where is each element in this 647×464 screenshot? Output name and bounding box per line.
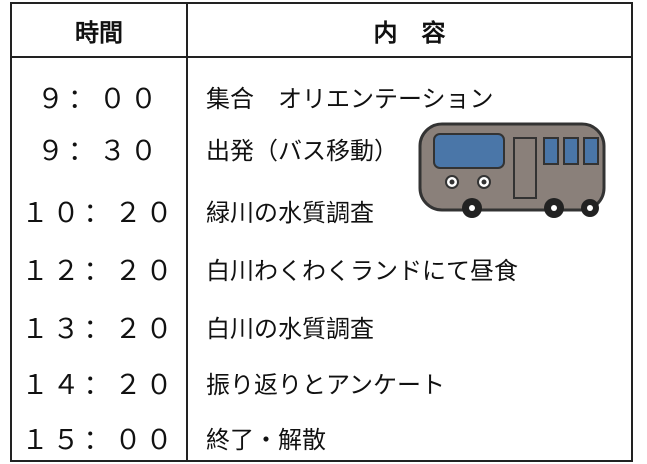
time-cell: １０：２０ xyxy=(21,197,177,229)
task-cell: 緑川の水質調査 xyxy=(206,198,374,227)
column-divider xyxy=(186,2,188,462)
time-cell: １３：２０ xyxy=(21,313,177,345)
task-cell: 終了・解散 xyxy=(206,425,326,454)
header-divider xyxy=(10,56,633,58)
task-cell: 白川わくわくランドにて昼食 xyxy=(206,256,518,285)
time-cell: ９：３０ xyxy=(37,135,161,167)
task-cell: 出発（バス移動） xyxy=(206,136,398,165)
time-cell: １４：２０ xyxy=(21,369,177,401)
time-cell: １５：００ xyxy=(21,424,177,456)
task-cell: 白川の水質調査 xyxy=(206,314,374,343)
table-frame xyxy=(10,2,633,462)
task-cell: 振り返りとアンケート xyxy=(206,370,446,399)
bus-illustration xyxy=(418,122,606,218)
time-cell: １２：２０ xyxy=(21,255,177,287)
header-cell: 内 容 xyxy=(373,18,446,47)
task-cell: 集合 オリエンテーション xyxy=(206,84,494,113)
header-cell: 時間 xyxy=(75,18,123,47)
time-cell: ９：００ xyxy=(37,83,161,115)
